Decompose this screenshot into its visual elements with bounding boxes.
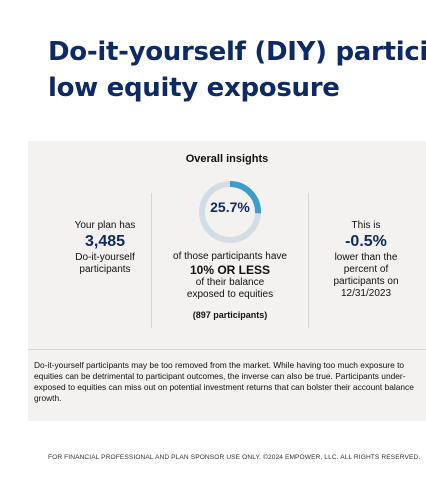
participants-label: participants xyxy=(79,264,131,275)
insights-card: Overall insights Your plan has 3,485 Do-… xyxy=(28,141,426,421)
equity-threshold: 10% OR LESS xyxy=(189,263,271,277)
comparison-stat: This is -0.5% lower than the percent of … xyxy=(311,220,421,300)
divider-left xyxy=(151,193,152,328)
change-percent: -0.5% xyxy=(345,233,387,250)
comparison-intro: This is xyxy=(351,220,381,231)
page-title-line-2: low equity exposure xyxy=(48,73,340,103)
comparison-date: 12/31/2023 xyxy=(340,288,392,299)
footer-disclaimer: FOR FINANCIAL PROFESSIONAL AND PLAN SPON… xyxy=(48,454,421,461)
participants-have-text: of those participants have xyxy=(173,251,287,262)
participant-count: 3,485 xyxy=(84,233,126,250)
divider-right xyxy=(308,193,309,328)
card-divider xyxy=(28,349,426,350)
page-title-line-1: Do-it-yourself (DIY) partici xyxy=(48,37,426,67)
percent-donut-chart: 25.7% xyxy=(197,179,263,245)
page-title: Do-it-yourself (DIY) partici low equity … xyxy=(48,34,426,106)
plan-intro-text: Your plan has xyxy=(74,220,136,231)
comparison-line-3: participants on xyxy=(333,276,399,287)
affected-participant-count: (897 participants) xyxy=(192,310,268,320)
balance-text: of their balance xyxy=(195,277,265,288)
donut-percent-label: 25.7% xyxy=(210,199,250,215)
insight-note: Do-it-yourself participants may be too r… xyxy=(34,360,414,403)
low-equity-stat: 25.7% of those participants have 10% OR … xyxy=(156,179,304,321)
plan-participants-stat: Your plan has 3,485 Do-it-yourself parti… xyxy=(50,220,160,276)
equities-text: exposed to equities xyxy=(186,289,274,300)
comparison-line-2: percent of xyxy=(343,264,389,275)
comparison-line-1: lower than the xyxy=(334,252,398,263)
card-title: Overall insights xyxy=(185,153,269,165)
diy-label: Do-it-yourself xyxy=(75,252,135,263)
donut-fill xyxy=(199,181,261,243)
